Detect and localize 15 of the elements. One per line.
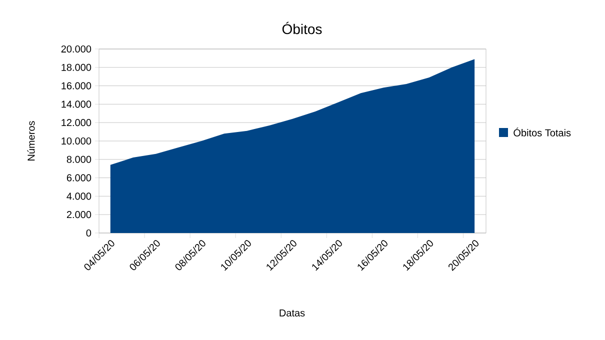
y-tick-label: 18.000 bbox=[62, 64, 92, 71]
y-tick-label: 6.000 bbox=[66, 174, 92, 182]
y-tick-label: 16.000 bbox=[62, 82, 92, 90]
y-tick-label: 8.000 bbox=[66, 156, 92, 163]
y-tick-label: 12.000 bbox=[62, 119, 92, 126]
y-tick-label: 0 bbox=[86, 229, 92, 237]
y-tick-label: 20.000 bbox=[61, 45, 92, 53]
legend-label: Óbitos Totais bbox=[514, 128, 571, 136]
y-axis-title: Números bbox=[27, 121, 35, 160]
y-tick-label: 2.000 bbox=[66, 211, 92, 218]
y-tick-label: 10.000 bbox=[62, 137, 92, 145]
x-axis-title: Datas bbox=[280, 310, 305, 316]
y-tick-label: 14.000 bbox=[62, 100, 92, 108]
chart-title: Óbitos bbox=[282, 22, 322, 34]
y-tick-label: 4.000 bbox=[66, 192, 92, 200]
